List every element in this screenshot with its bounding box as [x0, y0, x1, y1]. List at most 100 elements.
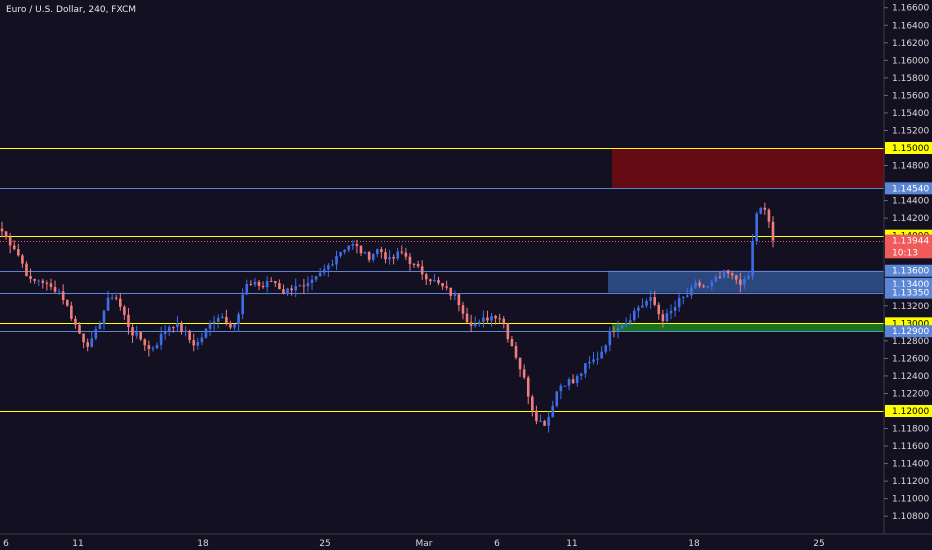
candle-up[interactable] — [592, 359, 595, 362]
candle-up[interactable] — [208, 323, 212, 329]
candle-down[interactable] — [429, 279, 432, 282]
candle-up[interactable] — [596, 358, 599, 360]
candle-up[interactable] — [686, 295, 689, 297]
candle-down[interactable] — [78, 324, 81, 334]
candle-up[interactable] — [94, 329, 98, 339]
candle-up[interactable] — [310, 279, 314, 283]
candle-down[interactable] — [510, 338, 514, 347]
candle-up[interactable] — [265, 280, 269, 288]
candle-down[interactable] — [131, 327, 134, 336]
candle-up[interactable] — [706, 286, 710, 288]
candle-up[interactable] — [477, 321, 481, 324]
candle-down[interactable] — [41, 280, 45, 283]
candle-down[interactable] — [0, 228, 4, 232]
candle-up[interactable] — [539, 420, 542, 422]
candle-up[interactable] — [694, 282, 697, 288]
candle-down[interactable] — [535, 410, 538, 422]
candle-down[interactable] — [61, 291, 65, 300]
candle-down[interactable] — [367, 252, 371, 260]
candle-down[interactable] — [45, 282, 49, 284]
candle-up[interactable] — [388, 257, 391, 260]
candle-down[interactable] — [739, 279, 742, 285]
candle-up[interactable] — [714, 276, 718, 282]
candle-up[interactable] — [220, 316, 224, 318]
candle-down[interactable] — [302, 285, 306, 287]
candle-up[interactable] — [482, 317, 485, 322]
candle-up[interactable] — [163, 331, 167, 335]
candle-down[interactable] — [192, 340, 196, 346]
candle-down[interactable] — [229, 322, 232, 328]
candle-down[interactable] — [114, 297, 118, 299]
candle-up[interactable] — [237, 314, 240, 324]
candle-up[interactable] — [620, 325, 624, 329]
candle-down[interactable] — [416, 264, 420, 267]
candle-down[interactable] — [225, 316, 228, 323]
candle-up[interactable] — [347, 245, 351, 251]
candle-up[interactable] — [755, 213, 758, 242]
candle-down[interactable] — [70, 305, 73, 319]
candle-down[interactable] — [424, 274, 428, 280]
candle-up[interactable] — [294, 286, 298, 291]
candle-up[interactable] — [473, 323, 477, 326]
candle-down[interactable] — [127, 314, 130, 328]
candle-up[interactable] — [551, 405, 555, 418]
candle-up[interactable] — [677, 297, 681, 307]
candle-up[interactable] — [110, 297, 114, 299]
candle-up[interactable] — [167, 327, 171, 332]
candle-down[interactable] — [261, 285, 265, 288]
candle-down[interactable] — [139, 332, 142, 340]
candle-up[interactable] — [588, 361, 591, 364]
candle-down[interactable] — [702, 285, 705, 287]
candle-up[interactable] — [665, 313, 669, 322]
candle-down[interactable] — [359, 245, 363, 254]
candle-up[interactable] — [579, 373, 583, 376]
candle-down[interactable] — [180, 323, 183, 332]
candle-down[interactable] — [514, 346, 518, 358]
candle-down[interactable] — [653, 297, 656, 305]
candle-down[interactable] — [86, 342, 89, 347]
candle-up[interactable] — [331, 264, 334, 266]
candle-down[interactable] — [355, 244, 359, 246]
candle-down[interactable] — [49, 283, 53, 288]
candle-down[interactable] — [543, 420, 546, 426]
candle-up[interactable] — [37, 280, 41, 282]
candle-down[interactable] — [269, 280, 273, 282]
candle-up[interactable] — [453, 294, 457, 296]
candle-up[interactable] — [102, 310, 106, 324]
candle-down[interactable] — [494, 316, 497, 319]
candle-down[interactable] — [147, 345, 151, 349]
candle-up[interactable] — [567, 379, 571, 386]
candle-up[interactable] — [690, 287, 693, 296]
time-axis[interactable] — [0, 534, 932, 550]
candle-down[interactable] — [392, 257, 395, 259]
candle-up[interactable] — [645, 301, 648, 306]
candle-up[interactable] — [376, 249, 379, 254]
candle-up[interactable] — [322, 269, 326, 273]
candle-down[interactable] — [502, 318, 506, 324]
candle-up[interactable] — [575, 375, 579, 384]
candle-down[interactable] — [469, 322, 473, 326]
candle-up[interactable] — [363, 252, 367, 254]
candle-up[interactable] — [306, 282, 310, 287]
candle-down[interactable] — [449, 287, 453, 296]
candle-down[interactable] — [282, 289, 285, 294]
candle-up[interactable] — [241, 294, 244, 315]
candle-up[interactable] — [204, 328, 208, 338]
candle-down[interactable] — [771, 221, 775, 241]
candle-up[interactable] — [759, 207, 763, 214]
candle-down[interactable] — [25, 263, 28, 277]
candle-up[interactable] — [743, 278, 746, 285]
candle-down[interactable] — [384, 252, 387, 260]
candle-up[interactable] — [351, 244, 355, 246]
candle-down[interactable] — [29, 276, 32, 279]
candle-up[interactable] — [196, 342, 200, 346]
candle-down[interactable] — [274, 281, 277, 284]
candle-up[interactable] — [298, 285, 302, 287]
candle-down[interactable] — [661, 314, 665, 322]
candle-down[interactable] — [143, 339, 147, 346]
candle-up[interactable] — [176, 323, 179, 328]
candle-down[interactable] — [726, 270, 730, 274]
candle-up[interactable] — [245, 283, 249, 295]
candle-up[interactable] — [681, 296, 685, 298]
